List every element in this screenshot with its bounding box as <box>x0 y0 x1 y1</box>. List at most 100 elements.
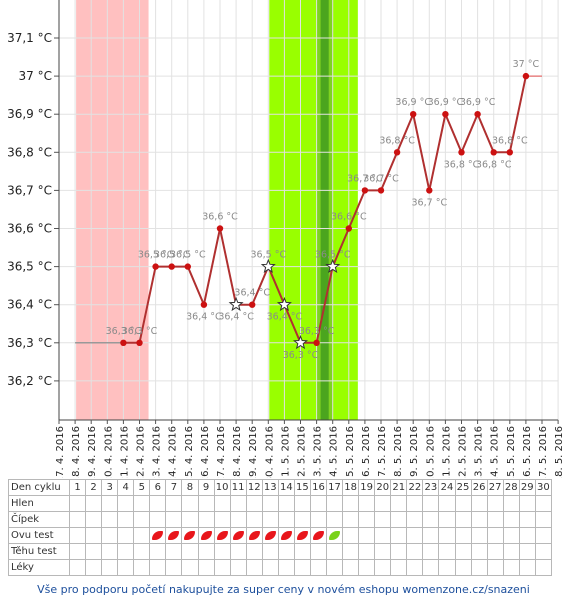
ovu-test-negative-icon <box>312 530 324 540</box>
table-cell <box>181 511 199 528</box>
table-cell <box>454 511 472 528</box>
table-cell <box>486 495 504 512</box>
x-tick-label: 1. 5. 2016 <box>280 426 291 477</box>
table-cell <box>229 527 247 544</box>
table-cell: 15 <box>293 479 311 496</box>
table-cell <box>422 511 440 528</box>
table-cell <box>245 495 263 512</box>
table-cell <box>358 559 376 576</box>
x-tick-label: 12. 5. 2016 <box>458 426 469 478</box>
table-cell <box>486 559 504 576</box>
table-cell: 19 <box>358 479 376 496</box>
row-label: Léky <box>8 559 70 576</box>
dot-marker <box>168 263 175 270</box>
dot-marker <box>426 187 433 194</box>
table-cell: 4 <box>117 479 135 496</box>
table-cell <box>422 527 440 544</box>
table-cell <box>197 559 215 576</box>
table-cell <box>229 511 247 528</box>
ovu-test-negative-icon <box>232 530 244 540</box>
table-cell <box>133 559 151 576</box>
x-tick-label: 26. 4. 2016 <box>200 426 211 478</box>
table-cell <box>245 559 263 576</box>
table-cell <box>181 527 199 544</box>
x-tick-label: 28. 4. 2016 <box>232 426 243 478</box>
x-tick-label: 16. 5. 2016 <box>522 426 533 478</box>
data-label: 36,5 °C <box>251 250 287 261</box>
star-marker <box>293 334 308 350</box>
table-cell <box>454 527 472 544</box>
y-tick-labels: 36,2 °C 36,3 °C 36,4 °C 36,5 °C 36,6 °C 36,7 … <box>7 31 52 388</box>
table-cell <box>68 543 87 560</box>
table-cell <box>293 559 311 576</box>
table-cell <box>277 527 295 544</box>
dot-marker <box>393 149 401 156</box>
table-cell <box>390 559 408 576</box>
table-cell <box>229 543 247 560</box>
dot-marker <box>361 187 369 194</box>
x-tick-label: 2. 5. 2016 <box>297 426 308 477</box>
table-cell: 16 <box>309 479 328 496</box>
x-tick-label: 14. 5. 2016 <box>490 426 501 478</box>
chart-axes <box>54 0 559 424</box>
table-cell <box>454 495 472 512</box>
table-cell: 10 <box>213 479 231 496</box>
y-tick-label: 36,8 °C <box>7 145 52 159</box>
x-tick-label: 18. 5. 2016 <box>554 426 565 478</box>
x-tick-label: 8. 5. 2016 <box>393 426 404 477</box>
table-cell <box>534 511 553 528</box>
table-cell <box>117 495 135 512</box>
table-row: Hlen <box>8 495 553 512</box>
y-tick-label: 36,7 °C <box>7 183 52 197</box>
table-cell <box>149 527 167 544</box>
table-cell: 7 <box>165 479 183 496</box>
table-cell <box>470 559 488 576</box>
table-cell <box>229 495 247 512</box>
table-cell <box>518 495 536 512</box>
table-cell <box>325 495 344 512</box>
table-row: Těhu test <box>8 543 553 560</box>
ovu-test-negative-icon <box>200 530 212 540</box>
table-cell <box>68 495 87 512</box>
table-cell <box>470 543 488 560</box>
row-label: Čípek <box>8 511 70 528</box>
dot-marker <box>216 225 224 232</box>
dot-marker <box>200 301 208 308</box>
x-tick-label: 5. 5. 2016 <box>345 426 356 477</box>
data-label: 37 °C <box>513 59 540 70</box>
data-label: 36,9 °C <box>428 97 464 108</box>
x-tick-label: 20. 4. 2016 <box>103 426 114 478</box>
table-cell <box>309 543 328 560</box>
table-cell <box>325 527 344 544</box>
table-cell <box>213 543 231 560</box>
footer-promo-link[interactable]: Vše pro podporu početí nakupujte za supe… <box>37 583 530 596</box>
data-label: 36,7 °C <box>363 173 399 184</box>
table-cell <box>101 511 119 528</box>
table-cell <box>342 495 360 512</box>
table-cell <box>406 527 424 544</box>
data-markers <box>120 72 530 350</box>
table-cell <box>502 511 520 528</box>
table-cell <box>325 559 344 576</box>
table-cell <box>85 527 103 544</box>
table-cell <box>470 527 488 544</box>
row-label: Ovu test <box>8 527 70 544</box>
x-tick-label: 17. 4. 2016 <box>55 426 66 478</box>
star-marker <box>276 296 292 312</box>
table-cell <box>85 543 103 560</box>
table-cell: 5 <box>133 479 151 496</box>
table-cell <box>309 511 328 528</box>
x-tick-label: 24. 4. 2016 <box>168 426 179 478</box>
table-cell <box>68 559 87 576</box>
table-cell <box>358 495 376 512</box>
y-tick-label: 36,6 °C <box>7 222 52 236</box>
table-cell <box>518 511 536 528</box>
table-cell <box>534 559 553 576</box>
chart-grid <box>58 0 559 420</box>
x-tick-label: 7. 5. 2016 <box>377 426 388 477</box>
table-cell <box>133 543 151 560</box>
x-tick-label: 9. 5. 2016 <box>409 426 420 477</box>
table-cell <box>454 543 472 560</box>
dot-marker <box>490 149 497 156</box>
table-cell <box>213 511 231 528</box>
